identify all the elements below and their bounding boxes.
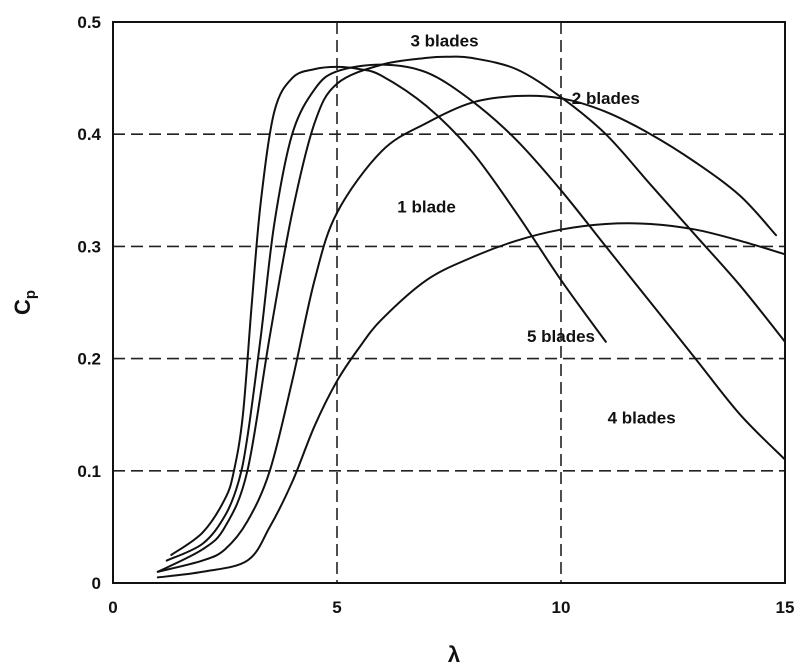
annotation-5-blades: 5 blades xyxy=(527,327,595,346)
y-tick-label: 0.2 xyxy=(77,350,101,369)
series-line-5-blades xyxy=(170,65,607,556)
tick-layer: 0 5 10 15 0 0.1 0.2 0.3 0.4 0.5 xyxy=(77,13,794,617)
y-tick-label: 0.4 xyxy=(77,125,101,144)
series-line-3-blades xyxy=(156,55,785,573)
annotation-4-blades: 4 blades xyxy=(608,409,676,428)
x-tick-label: 10 xyxy=(552,598,571,617)
x-axis-label: λ xyxy=(448,642,460,666)
series-line-4-blades xyxy=(165,63,785,562)
label-layer: 3 blades 2 blades 1 blade 5 blades 4 blades xyxy=(397,32,675,428)
y-tick-label: 0 xyxy=(92,574,101,593)
x-tick-label: 0 xyxy=(108,598,117,617)
x-tick-label: 15 xyxy=(776,598,795,617)
y-axis-label-subscript: p xyxy=(22,290,39,299)
annotation-3-blades: 3 blades xyxy=(410,32,478,51)
series-layer xyxy=(156,55,785,579)
annotation-1-blade: 1 blade xyxy=(397,198,456,217)
y-tick-label: 0.5 xyxy=(77,13,101,32)
plot-area-frame xyxy=(112,21,786,584)
series-line-1-blade xyxy=(156,222,785,579)
y-tick-label: 0.1 xyxy=(77,462,101,481)
y-axis-label: Cp xyxy=(10,290,39,315)
series-line-2-blades xyxy=(156,94,778,573)
x-tick-label: 5 xyxy=(332,598,341,617)
annotation-2-blades: 2 blades xyxy=(572,89,640,108)
y-tick-label: 0.3 xyxy=(77,237,101,256)
axis-label-layer: λ Cp xyxy=(10,290,460,666)
y-axis-label-main: C xyxy=(10,299,35,315)
grid-layer xyxy=(113,22,785,583)
